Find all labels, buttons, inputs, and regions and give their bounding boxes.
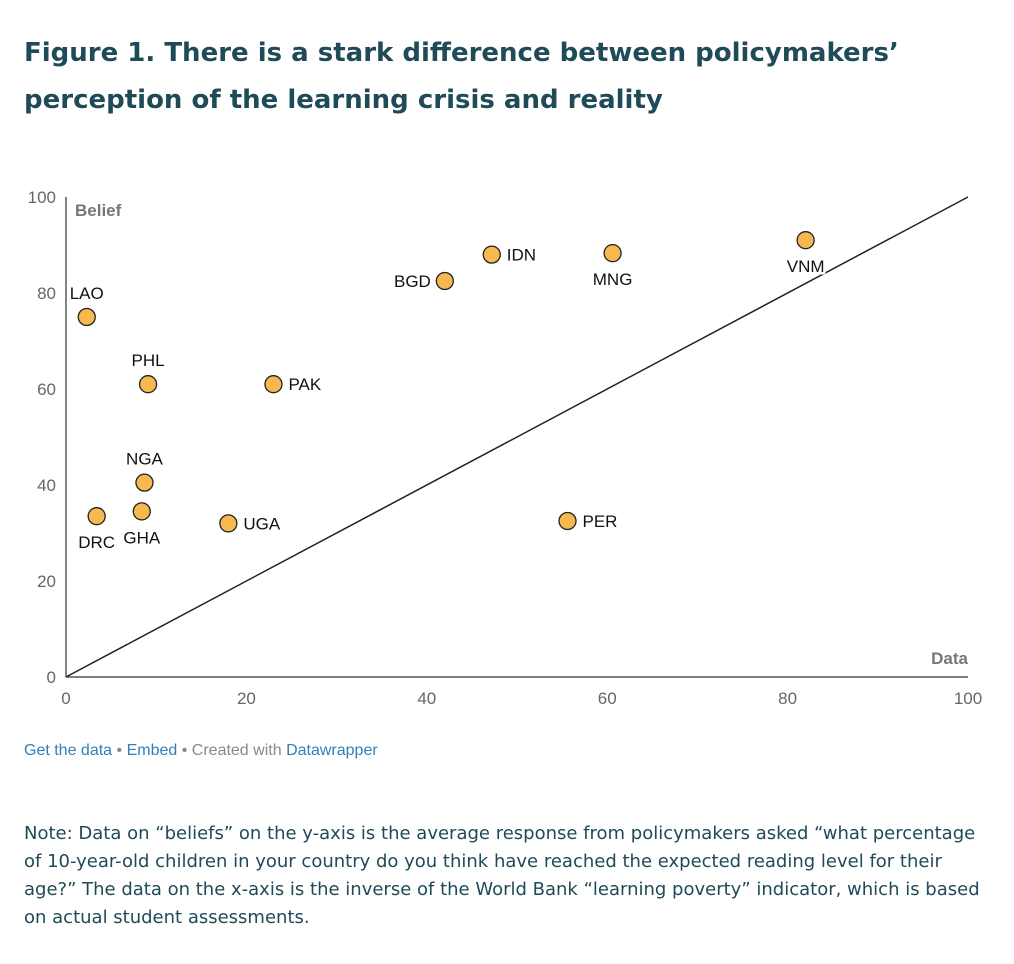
point-label: VNM [787,257,825,276]
data-point [482,245,501,264]
point-label: MNG [593,270,633,289]
x-axis-title: Data [931,649,968,668]
data-point [219,514,238,533]
point-label: PHL [132,351,165,370]
x-tick-label: 60 [598,689,617,708]
get-data-link[interactable]: Get the data [24,742,113,759]
point-label: NGA [126,450,164,469]
chart-note: Note: Data on “beliefs” on the y-axis is… [24,823,980,928]
y-axis-ticks: 0 20 40 60 80 100 [28,188,56,687]
point-label: LAO [70,284,104,303]
x-tick-label: 0 [61,689,70,708]
x-tick-label: 80 [778,689,797,708]
data-point [603,244,622,263]
data-point [796,231,815,250]
point-label: BGD [394,272,431,291]
y-tick-label: 100 [28,188,56,207]
reference-line [65,196,969,678]
point-label-halo: DRC [78,533,115,552]
point-label-halo: GHA [123,528,161,547]
point-label-halo: MNG [593,270,633,289]
datawrapper-link[interactable]: Datawrapper [286,742,378,759]
point-label: UGA [243,514,280,533]
point-label: PAK [288,375,321,394]
data-point [138,375,158,394]
data-point [135,473,154,492]
x-tick-label: 100 [954,689,982,708]
y-tick-label: 60 [37,380,56,399]
data-point [264,375,283,394]
created-with-text: • Created with [181,742,282,759]
y-tick-label: 40 [37,476,56,495]
data-point [558,511,577,531]
x-axis-ticks: 0 20 40 60 80 100 [61,689,982,708]
embed-link[interactable]: Embed [126,742,178,759]
y-tick-label: 20 [37,572,56,591]
data-point [132,502,151,521]
point-label-halo: VNM [787,257,825,276]
y-tick-label: 80 [37,284,56,303]
footer-separator: • [116,742,123,759]
data-point [435,271,454,291]
point-label: DRC [78,533,115,552]
chart-footer: Get the data • Embed • Created with Data… [24,742,378,760]
point-label: IDN [507,246,536,265]
data-point [77,307,96,327]
chart-title: Figure 1. There is a stark difference be… [24,38,899,115]
scatter-chart: 0 20 40 60 80 100 0 20 40 60 80 100 Belief Data LA… [28,188,983,708]
x-tick-label: 20 [237,689,256,708]
point-label: GHA [123,528,161,547]
x-tick-label: 40 [417,689,436,708]
point-label: PER [583,512,618,531]
y-axis-title: Belief [75,201,122,220]
data-point [87,507,106,526]
y-tick-label: 0 [47,668,56,687]
